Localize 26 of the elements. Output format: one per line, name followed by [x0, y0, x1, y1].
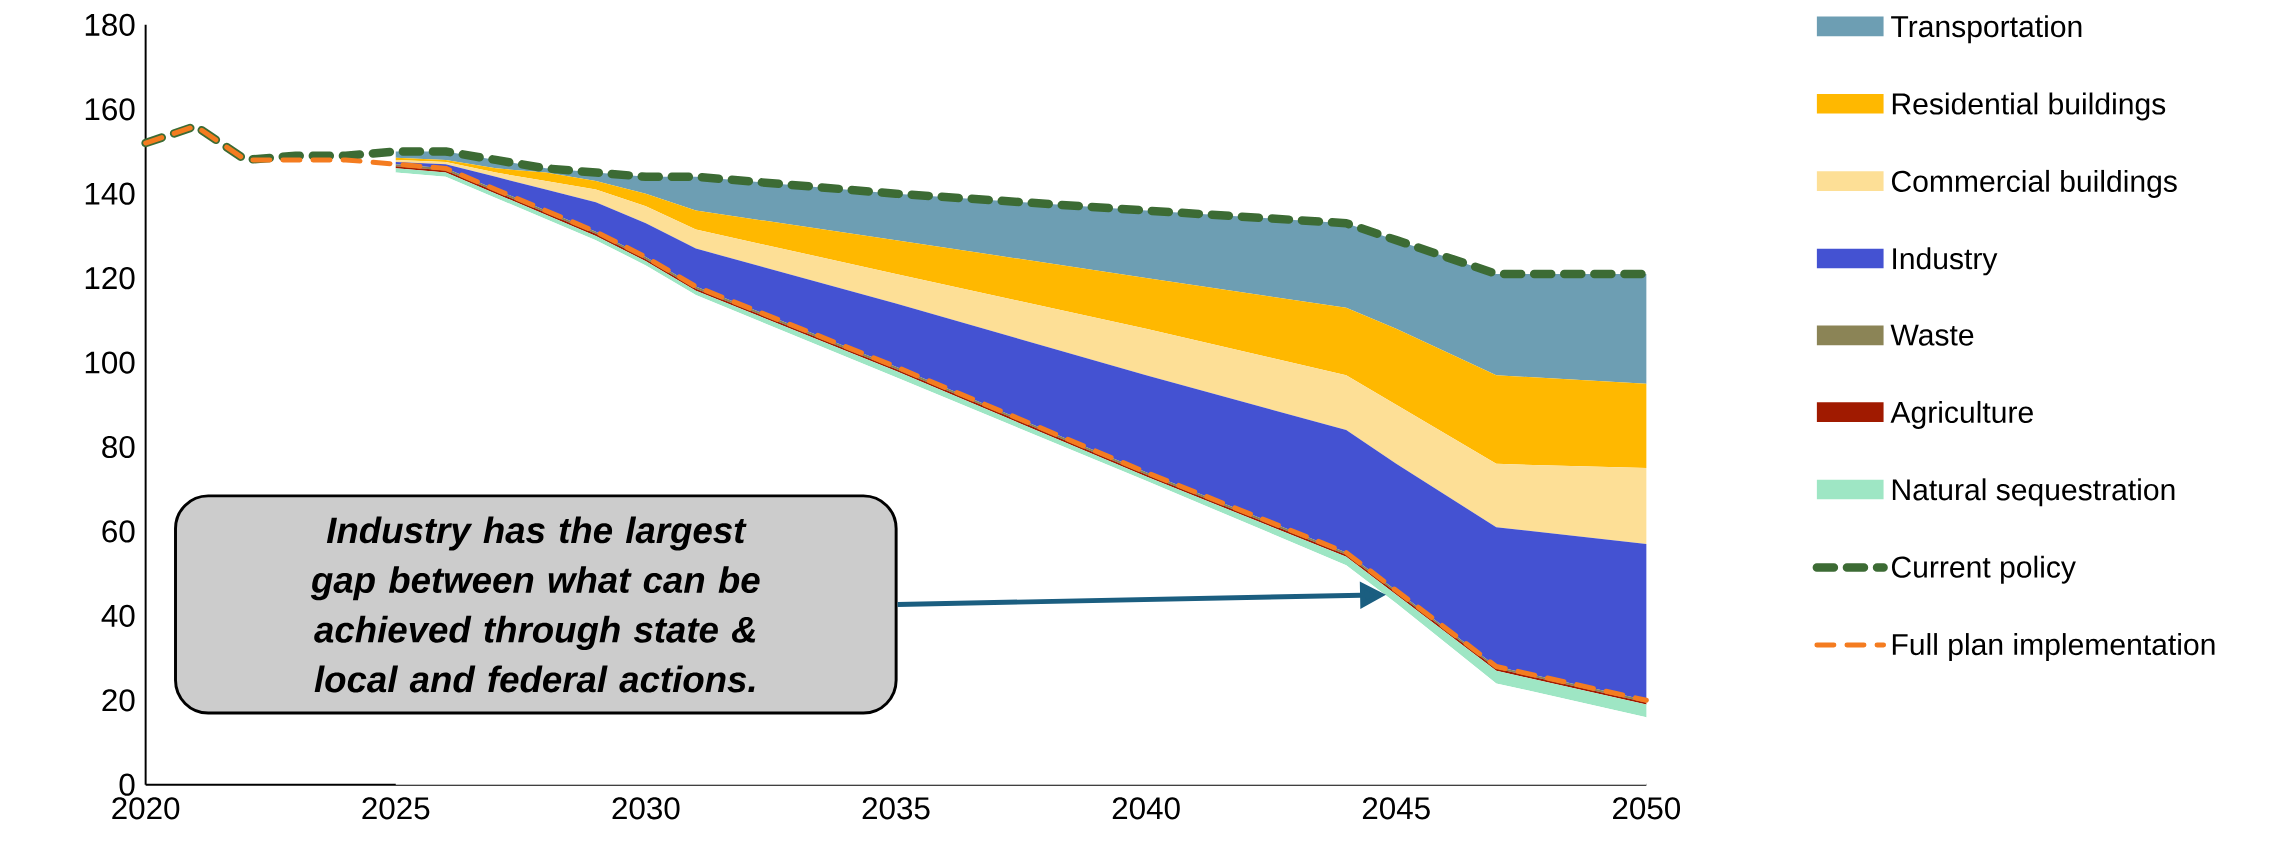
y-tick-label: 140: [85, 182, 135, 205]
y-tick-label: 80: [102, 435, 135, 458]
y-tick-label: 100: [85, 351, 135, 374]
x-tick-label: 2020: [112, 796, 180, 820]
legend-label: Industry: [1893, 247, 1998, 276]
y-tick-label: 160: [85, 97, 135, 121]
x-tick-label: 2045: [1362, 796, 1430, 820]
legend-label: Agriculture: [1890, 400, 2033, 429]
x-tick-label: 2040: [1112, 796, 1180, 820]
y-tick-label: 0: [119, 773, 135, 796]
x-tick-label: 2050: [1613, 796, 1681, 820]
legend-label: Natural sequestration: [1892, 478, 2175, 507]
y-tick-label: 60: [102, 520, 135, 543]
y-tick-label: 40: [101, 604, 135, 627]
y-tick-label: 180: [85, 13, 135, 36]
y-tick-label: 20: [102, 688, 135, 712]
legend-label: Transportation: [1891, 14, 2082, 43]
x-tick-label: 2035: [862, 796, 930, 820]
legend-label: Waste: [1890, 324, 1974, 346]
x-tick-label: 2025: [362, 796, 430, 820]
x-tick-label: 2030: [612, 796, 680, 820]
legend-label: Full plan implementation: [1892, 632, 2215, 661]
legend-label: Current policy: [1891, 555, 2076, 584]
legend-label: Residential buildings: [1892, 92, 2166, 121]
y-tick-label: 120: [85, 266, 135, 290]
legend-label: Commercial buildings: [1891, 169, 2177, 198]
